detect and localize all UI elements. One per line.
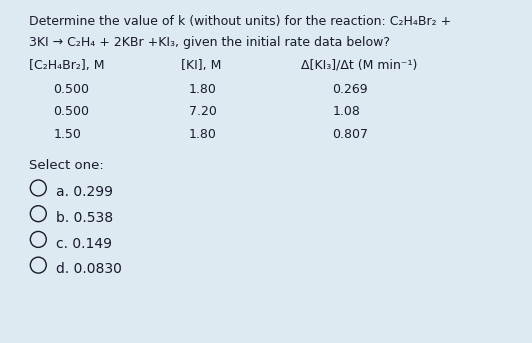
Text: 0.807: 0.807 — [332, 128, 369, 141]
Text: 0.269: 0.269 — [332, 83, 368, 96]
Text: b. 0.538: b. 0.538 — [56, 211, 113, 225]
Text: 1.50: 1.50 — [53, 128, 81, 141]
Text: 1.80: 1.80 — [189, 83, 217, 96]
Text: 7.20: 7.20 — [189, 105, 217, 118]
Text: 1.80: 1.80 — [189, 128, 217, 141]
Text: 0.500: 0.500 — [53, 83, 89, 96]
Text: 3KI → C₂H₄ + 2KBr +KI₃, given the initial rate data below?: 3KI → C₂H₄ + 2KBr +KI₃, given the initia… — [29, 36, 390, 49]
Text: c. 0.149: c. 0.149 — [56, 237, 112, 251]
Text: Δ[KI₃]/Δt (M min⁻¹): Δ[KI₃]/Δt (M min⁻¹) — [301, 59, 417, 72]
Text: 1.08: 1.08 — [332, 105, 360, 118]
Text: [C₂H₄Br₂], M: [C₂H₄Br₂], M — [29, 59, 105, 72]
Text: [KI], M: [KI], M — [181, 59, 221, 72]
Text: 0.500: 0.500 — [53, 105, 89, 118]
Text: Select one:: Select one: — [29, 159, 104, 173]
Text: d. 0.0830: d. 0.0830 — [56, 262, 122, 276]
Text: Determine the value of k (without units) for the reaction: C₂H₄Br₂ +: Determine the value of k (without units)… — [29, 15, 452, 28]
Text: a. 0.299: a. 0.299 — [56, 185, 113, 199]
